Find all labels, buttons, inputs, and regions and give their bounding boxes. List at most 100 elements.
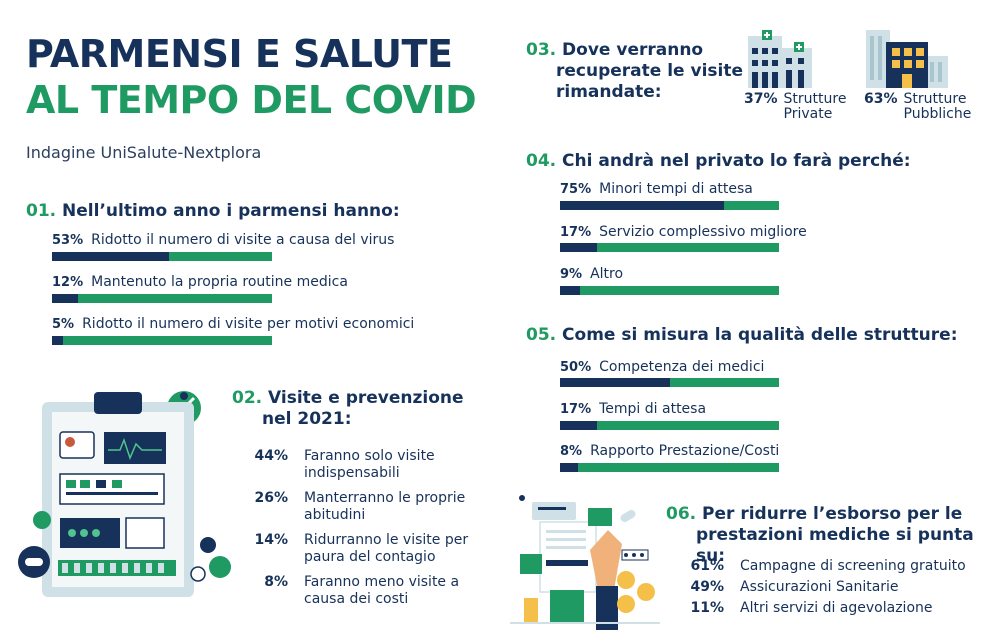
sec04-number: 04. bbox=[526, 151, 557, 171]
sec02-list: 44% Faranno solo visite indispensabili 26… bbox=[248, 448, 478, 616]
hand-icon bbox=[590, 530, 622, 590]
cash-icon bbox=[520, 554, 542, 574]
sec04-bar-1 bbox=[560, 201, 779, 210]
sec05-heading: 05. Come si misura la qualità delle stru… bbox=[526, 325, 958, 346]
sec02-item-2: 26% Manterranno le proprie abitudini bbox=[248, 490, 478, 532]
sec01-bar-1 bbox=[52, 252, 272, 261]
sec05-label-3: Rapporto Prestazione/Costi bbox=[590, 443, 780, 459]
private-hospital-icon bbox=[748, 30, 812, 88]
sec05-pct-3: 8% bbox=[560, 444, 583, 459]
sec04-label-3: Altro bbox=[590, 266, 624, 282]
sec01-bar-fill-1 bbox=[52, 252, 169, 261]
sec04-pct-3: 9% bbox=[560, 267, 583, 282]
sec02-item-4: 8% Faranno meno visite a causa dei costi bbox=[248, 574, 478, 616]
sec05-bar-1 bbox=[560, 378, 779, 387]
sec03-private-pct: 37% bbox=[744, 91, 778, 107]
sec02-text-2b: abitudini bbox=[304, 507, 366, 523]
sec06-title-line-2: prestazioni mediche si punta su: bbox=[696, 525, 974, 566]
sec05-pct-2: 17% bbox=[560, 402, 592, 417]
sec06-item-3: 11% Altri servizi di agevolazione bbox=[680, 600, 980, 621]
sec05-pct-1: 50% bbox=[560, 360, 592, 375]
bottle-icon bbox=[524, 598, 538, 622]
clipboard-clip-icon bbox=[94, 392, 142, 414]
sec06-pct-1: 61% bbox=[690, 558, 724, 574]
sec01-label-3: Ridotto il numero di visite per motivi e… bbox=[82, 316, 415, 332]
sec06-item-2: 49% Assicurazioni Sanitarie bbox=[680, 579, 980, 600]
sec03-title-line-2: recuperate le visite bbox=[556, 61, 744, 81]
sec01-bar-fill-3 bbox=[52, 336, 63, 345]
sec04-heading: 04. Chi andrà nel privato lo farà perché… bbox=[526, 151, 911, 172]
sec06-item-1: 61% Campagne di screening gratuito bbox=[680, 558, 980, 579]
sec02-text-4b: causa dei costi bbox=[304, 591, 409, 607]
sec05-label-1: Competenza dei medici bbox=[599, 359, 765, 375]
sec03-private-line2: Private bbox=[783, 106, 833, 122]
sec03-public-line2: Pubbliche bbox=[903, 106, 972, 122]
pill-icon bbox=[620, 510, 636, 522]
sec01-bar-fill-2 bbox=[52, 294, 79, 303]
sec04-bar-3 bbox=[560, 286, 779, 295]
sec03-private-line1: Strutture bbox=[783, 91, 847, 107]
card-icon bbox=[532, 502, 576, 520]
sec06-number: 06. bbox=[666, 504, 697, 524]
shield-badge-icon bbox=[33, 511, 51, 529]
sec02-text-4a: Faranno meno visite a bbox=[304, 574, 460, 590]
sec03-number: 03. bbox=[526, 40, 557, 60]
sec04-label-1: Minori tempi di attesa bbox=[599, 181, 753, 197]
sec05-label-2: Tempi di attesa bbox=[599, 401, 707, 417]
money-note-icon bbox=[588, 508, 612, 526]
sec03-title-line-3: rimandate: bbox=[556, 82, 662, 102]
sec04-bar-2 bbox=[560, 243, 779, 252]
sec02-pct-3: 14% bbox=[254, 532, 288, 548]
sec01-pct-1: 53% bbox=[52, 233, 84, 248]
sec06-label-3: Altri servizi di agevolazione bbox=[740, 600, 933, 616]
sec01-bar-2 bbox=[52, 294, 272, 303]
sec02-heading: 02. Visite e prevenzione nel 2021: bbox=[232, 388, 464, 430]
sec02-item-3: 14% Ridurranno le visite per paura del co… bbox=[248, 532, 478, 574]
sec03-title-line-1: Dove verranno bbox=[562, 40, 704, 60]
sec01-number: 01. bbox=[26, 201, 57, 221]
sec01-title: Nell’ultimo anno i parmensi hanno: bbox=[62, 201, 400, 221]
sec05-number: 05. bbox=[526, 325, 557, 345]
sec04-pct-2: 17% bbox=[560, 225, 592, 240]
sec03-private: 37% Strutture Private bbox=[744, 92, 846, 122]
sec04-bar-fill-2 bbox=[560, 243, 598, 252]
doctor-avatar-icon bbox=[65, 437, 75, 447]
sec02-text-3b: paura del contagio bbox=[304, 549, 436, 565]
sec05-bar-fill-2 bbox=[560, 421, 598, 430]
subtitle: Indagine UniSalute-Nextplora bbox=[26, 143, 262, 162]
sec02-text-2a: Manterranno le proprie bbox=[304, 490, 466, 506]
sec01-label-1: Ridotto il numero di visite a causa del … bbox=[91, 232, 395, 248]
sec04-label-2: Servizio complessivo migliore bbox=[599, 224, 807, 240]
sec02-item-1: 44% Faranno solo visite indispensabili bbox=[248, 448, 478, 490]
sec01-heading: 01. Nell’ultimo anno i parmensi hanno: bbox=[26, 201, 400, 222]
sec02-title-line-1: Visite e prevenzione bbox=[268, 388, 464, 408]
sec03-public-pct: 63% bbox=[864, 91, 898, 107]
title-line-2: AL TEMPO DEL COVID bbox=[26, 78, 477, 122]
sec02-text-1b: indispensabili bbox=[304, 465, 400, 481]
sec03-public: 63% Strutture Pubbliche bbox=[864, 92, 971, 122]
small-dot-icon bbox=[200, 537, 216, 553]
sec04-title: Chi andrà nel privato lo farà perché: bbox=[562, 151, 911, 171]
title-line-1: PARMENSI E SALUTE bbox=[26, 32, 453, 76]
sec05-title: Come si misura la qualità delle struttur… bbox=[562, 325, 958, 345]
sec02-text-3a: Ridurranno le visite per bbox=[304, 532, 469, 548]
sec05-bar-fill-1 bbox=[560, 378, 670, 387]
sec02-pct-4: 8% bbox=[264, 574, 288, 590]
sec01-label-2: Mantenuto la propria routine medica bbox=[91, 274, 348, 290]
lungs-badge-icon bbox=[209, 556, 231, 578]
sec03-heading: 03. Dove verranno recuperate le visite r… bbox=[526, 40, 743, 103]
sec02-pct-1: 44% bbox=[254, 448, 288, 464]
clipboard-illustration bbox=[18, 391, 231, 597]
sec06-label-1: Campagne di screening gratuito bbox=[740, 558, 966, 574]
sec03-public-line1: Strutture bbox=[903, 91, 967, 107]
public-building-icon bbox=[866, 30, 948, 88]
sec02-title-line-2: nel 2021: bbox=[262, 409, 352, 429]
doctor-figure-icon bbox=[190, 566, 206, 582]
box-icon bbox=[550, 590, 584, 622]
sec02-text-1a: Faranno solo visite bbox=[304, 448, 435, 464]
sec01-pct-3: 5% bbox=[52, 317, 75, 332]
payment-illustration bbox=[510, 495, 660, 630]
sec06-pct-2: 49% bbox=[690, 579, 724, 595]
sec06-label-2: Assicurazioni Sanitarie bbox=[740, 579, 899, 595]
sec06-title-line-1: Per ridurre l’esborso per le bbox=[702, 504, 963, 524]
